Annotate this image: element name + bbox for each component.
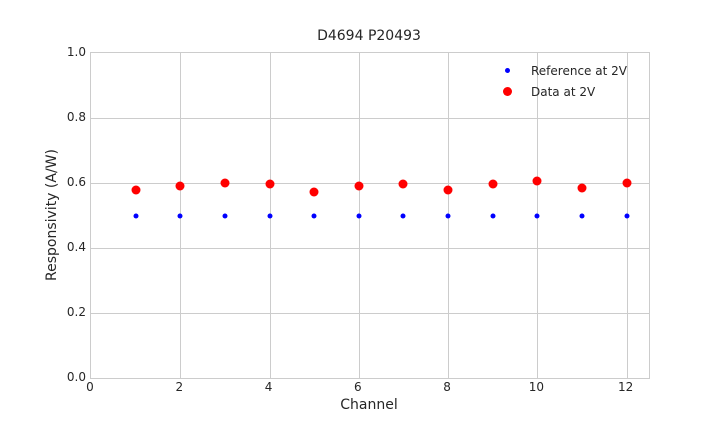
data-point: [222, 213, 228, 218]
legend-marker-box: [495, 87, 519, 96]
data-point: [490, 213, 496, 218]
chart-title: D4694 P20493: [317, 28, 421, 44]
plot-area: [90, 52, 650, 379]
x-tick-label: 0: [86, 380, 94, 394]
data-point: [354, 181, 364, 191]
y-tick-label: 1.0: [66, 45, 86, 59]
y-tick-label: 0.0: [66, 370, 86, 384]
x-tick-label: 10: [528, 380, 545, 394]
data-point: [267, 213, 273, 218]
legend: Reference at 2V Data at 2V: [495, 60, 627, 102]
data-point: [400, 213, 406, 218]
x-axis-label: Channel: [340, 397, 398, 413]
data-point: [445, 213, 451, 218]
y-tick-label: 0.8: [66, 110, 86, 124]
y-gridline: [91, 183, 649, 184]
legend-marker-icon: [502, 87, 512, 96]
data-point: [579, 213, 585, 218]
legend-marker-icon: [504, 68, 510, 73]
y-tick-label: 0.2: [66, 305, 86, 319]
legend-item: Data at 2V: [495, 81, 627, 102]
data-point: [175, 181, 185, 191]
y-gridline: [91, 118, 649, 119]
data-point: [488, 179, 498, 189]
data-point: [443, 185, 453, 195]
y-gridline: [91, 248, 649, 249]
y-gridline: [91, 313, 649, 314]
x-tick-label: 2: [175, 380, 184, 394]
data-point: [177, 213, 183, 218]
data-point: [356, 213, 362, 218]
data-point: [311, 213, 317, 218]
data-point: [265, 179, 275, 189]
legend-label: Reference at 2V: [531, 63, 627, 78]
legend-label: Data at 2V: [531, 84, 596, 99]
x-tick-label: 6: [354, 380, 362, 394]
data-point: [534, 213, 540, 218]
data-point: [133, 213, 139, 218]
x-tick-label: 8: [443, 380, 451, 394]
data-point: [577, 183, 587, 193]
data-point: [309, 187, 319, 197]
data-point: [624, 213, 630, 218]
data-point: [398, 179, 408, 189]
x-tick-label: 4: [264, 380, 273, 394]
y-tick-label: 0.6: [66, 175, 86, 189]
data-point: [220, 178, 230, 188]
data-point: [131, 185, 141, 195]
y-tick-label: 0.4: [66, 240, 86, 254]
data-point: [622, 178, 632, 188]
x-tick-label: 12: [618, 380, 634, 394]
y-axis-label: Responsivity (A/W): [44, 149, 60, 281]
legend-marker-box: [495, 68, 519, 73]
legend-item: Reference at 2V: [495, 60, 627, 81]
data-point: [532, 176, 542, 186]
